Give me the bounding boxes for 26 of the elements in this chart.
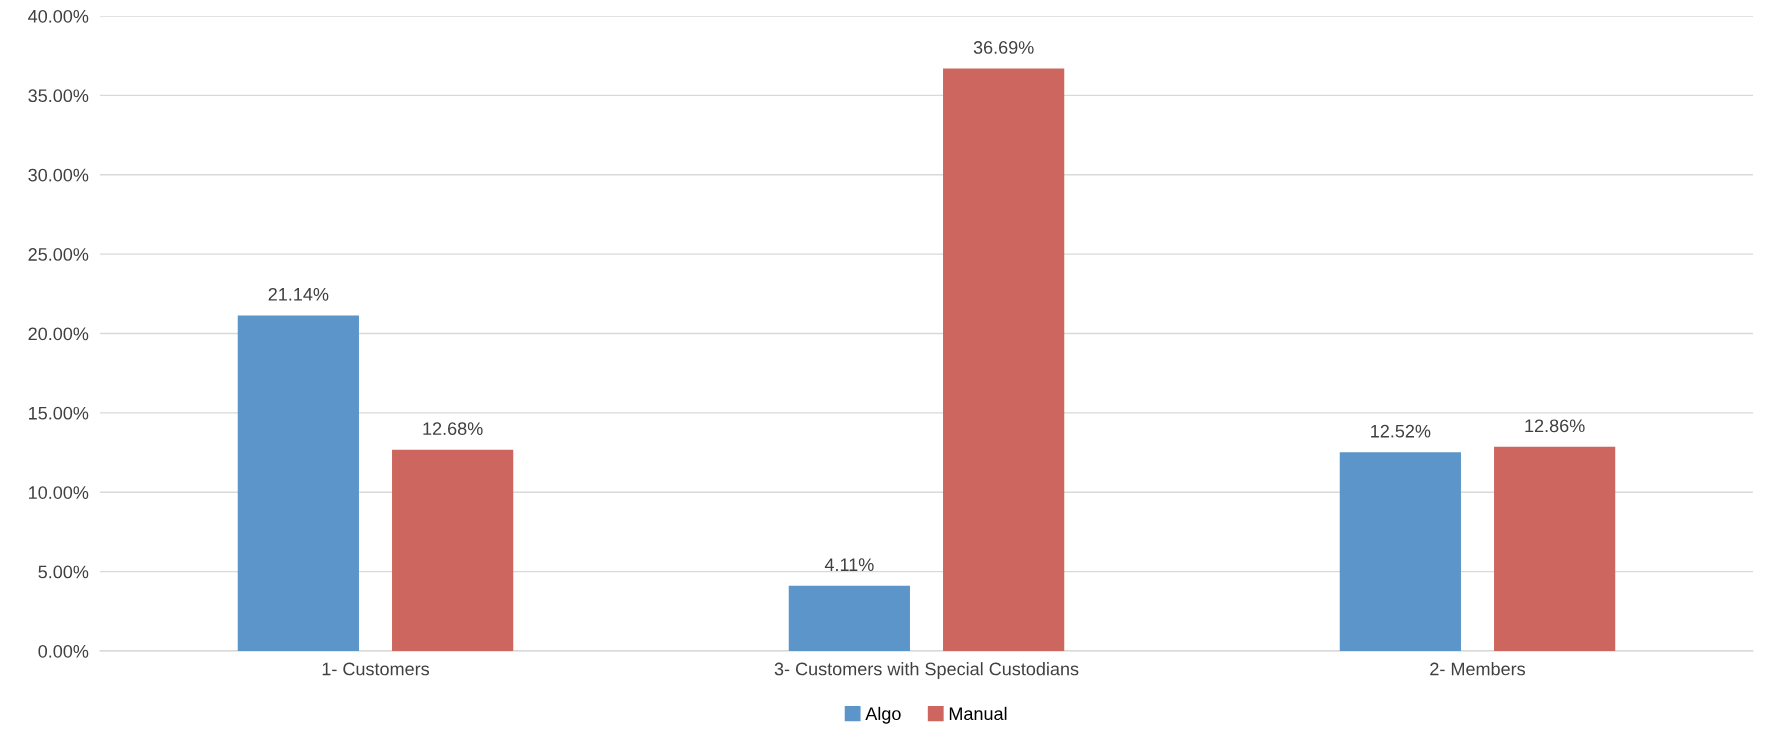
data-label: 21.14% [268, 287, 329, 301]
y-tick-label: 40.00% [28, 9, 89, 23]
y-tick-label: 10.00% [29, 486, 89, 499]
y-tick-label: 0.00% [38, 644, 89, 658]
bar [1339, 452, 1461, 651]
data-label: 36.69% [973, 41, 1034, 54]
data-label: 4.11% [824, 558, 874, 571]
bar [392, 449, 514, 651]
y-tick-label: 35.00% [28, 89, 89, 103]
y-tick-label: 5.00% [38, 565, 89, 579]
legend-label: Manual [949, 706, 1007, 721]
x-tick-label: 1- Customers [322, 662, 430, 676]
bar [237, 315, 359, 651]
data-label: 12.86% [1525, 419, 1585, 433]
data-label: 12.68% [423, 422, 483, 436]
y-tick-label: 20.00% [28, 327, 89, 341]
y-tick-label: 15.00% [29, 406, 89, 420]
bar [1494, 446, 1616, 651]
y-tick-label: 30.00% [28, 168, 89, 182]
x-tick-label: 3- Customers with Special Custodians [774, 662, 1079, 679]
y-tick-label: 25.00% [28, 248, 89, 261]
legend-label: Algo [865, 706, 901, 724]
data-label: 12.52% [1371, 424, 1431, 438]
x-tick-label: 2- Members [1430, 662, 1526, 676]
bar [788, 585, 910, 651]
bar [943, 68, 1065, 651]
